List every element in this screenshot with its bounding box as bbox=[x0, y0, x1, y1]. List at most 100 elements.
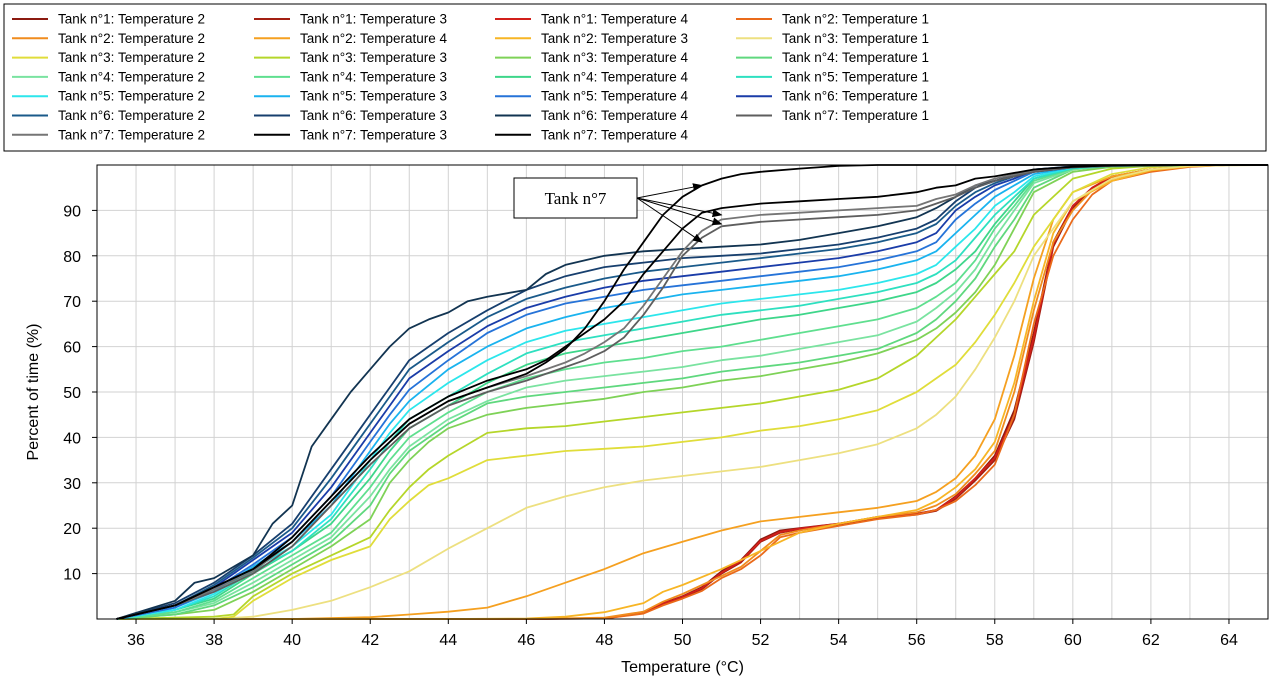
series-line-tank-n3-temperature-4 bbox=[116, 164, 1268, 620]
legend-label: Tank n°4: Temperature 2 bbox=[58, 69, 205, 84]
legend-item-tank-n4-temperature-2: Tank n°4: Temperature 2 bbox=[12, 69, 205, 84]
legend-label: Tank n°4: Temperature 4 bbox=[541, 69, 688, 84]
legend-label: Tank n°4: Temperature 1 bbox=[782, 50, 929, 65]
legend-label: Tank n°3: Temperature 3 bbox=[300, 50, 447, 65]
legend-label: Tank n°1: Temperature 4 bbox=[541, 12, 688, 27]
legend-item-tank-n7-temperature-1: Tank n°7: Temperature 1 bbox=[736, 108, 929, 123]
series-line-tank-n5-temperature-3 bbox=[116, 164, 1268, 620]
legend-label: Tank n°5: Temperature 4 bbox=[541, 89, 688, 104]
series-line-tank-n4-temperature-4 bbox=[116, 164, 1268, 620]
x-tick-label: 42 bbox=[361, 632, 379, 649]
x-tick-label: 64 bbox=[1220, 632, 1238, 649]
y-tick-label: 30 bbox=[63, 476, 81, 493]
x-tick-label: 46 bbox=[517, 632, 535, 649]
legend-item-tank-n1-temperature-3: Tank n°1: Temperature 3 bbox=[254, 12, 447, 27]
legend-item-tank-n6-temperature-4: Tank n°6: Temperature 4 bbox=[495, 108, 688, 123]
legend-label: Tank n°1: Temperature 2 bbox=[58, 12, 205, 27]
y-tick-label: 70 bbox=[63, 294, 81, 311]
legend-label: Tank n°7: Temperature 1 bbox=[782, 108, 929, 123]
legend: Tank n°1: Temperature 2 Tank n°1: Tempera… bbox=[3, 3, 1267, 152]
y-tick-label: 90 bbox=[63, 203, 81, 220]
x-tick-label: 54 bbox=[830, 632, 848, 649]
series-line-tank-n5-temperature-2 bbox=[116, 164, 1268, 620]
legend-label: Tank n°6: Temperature 3 bbox=[300, 108, 447, 123]
y-tick-label: 50 bbox=[63, 385, 81, 402]
legend-label: Tank n°2: Temperature 2 bbox=[58, 31, 205, 46]
legend-item-tank-n1-temperature-4: Tank n°1: Temperature 4 bbox=[495, 12, 688, 27]
legend-item-tank-n5-temperature-1: Tank n°5: Temperature 1 bbox=[736, 69, 929, 84]
legend-item-tank-n3-temperature-1: Tank n°3: Temperature 1 bbox=[736, 31, 929, 46]
y-tick-label: 20 bbox=[63, 521, 81, 538]
legend-item-tank-n4-temperature-3: Tank n°4: Temperature 3 bbox=[254, 69, 447, 84]
series-line-tank-n4-temperature-2 bbox=[116, 164, 1268, 620]
series-line-tank-n6-temperature-1 bbox=[116, 164, 1268, 620]
legend-label: Tank n°7: Temperature 3 bbox=[300, 127, 447, 142]
legend-item-tank-n3-temperature-2: Tank n°3: Temperature 2 bbox=[12, 50, 205, 65]
series-line-tank-n3-temperature-1 bbox=[116, 164, 1269, 620]
x-tick-label: 62 bbox=[1142, 632, 1160, 649]
x-tick-label: 38 bbox=[205, 632, 223, 649]
legend-item-tank-n2-temperature-3: Tank n°2: Temperature 3 bbox=[495, 31, 688, 46]
series-line-tank-n7-temperature-3 bbox=[116, 164, 1268, 620]
annotation-arrow bbox=[636, 197, 723, 226]
legend-item-tank-n4-temperature-4: Tank n°4: Temperature 4 bbox=[495, 69, 688, 84]
legend-item-tank-n4-temperature-1: Tank n°4: Temperature 1 bbox=[736, 50, 929, 65]
legend-item-tank-n6-temperature-1: Tank n°6: Temperature 1 bbox=[736, 89, 929, 104]
legend-label: Tank n°5: Temperature 1 bbox=[782, 69, 929, 84]
annotation-arrow bbox=[636, 197, 703, 243]
legend-item-tank-n7-temperature-3: Tank n°7: Temperature 3 bbox=[254, 127, 447, 142]
legend-label: Tank n°2: Temperature 3 bbox=[541, 31, 688, 46]
annotation-arrow bbox=[636, 197, 723, 218]
y-axis-label: Percent of time (%) bbox=[25, 324, 42, 461]
x-tick-label: 52 bbox=[752, 632, 770, 649]
x-tick-label: 48 bbox=[596, 632, 614, 649]
legend-item-tank-n2-temperature-4: Tank n°2: Temperature 4 bbox=[254, 31, 447, 46]
x-tick-label: 44 bbox=[439, 632, 457, 649]
x-tick-label: 36 bbox=[127, 632, 145, 649]
legend-item-tank-n6-temperature-3: Tank n°6: Temperature 3 bbox=[254, 108, 447, 123]
x-tick-label: 58 bbox=[986, 632, 1004, 649]
series-line-tank-n5-temperature-1 bbox=[116, 164, 1268, 620]
legend-label: Tank n°2: Temperature 1 bbox=[782, 12, 929, 27]
x-tick-label: 50 bbox=[674, 632, 692, 649]
series-line-tank-n4-temperature-1 bbox=[116, 164, 1268, 620]
legend-label: Tank n°7: Temperature 2 bbox=[58, 127, 205, 142]
y-tick-label: 40 bbox=[63, 430, 81, 447]
legend-label: Tank n°2: Temperature 4 bbox=[300, 31, 447, 46]
legend-label: Tank n°3: Temperature 1 bbox=[782, 31, 929, 46]
legend-label: Tank n°5: Temperature 2 bbox=[58, 89, 205, 104]
y-axis: 10 20 30 40 50 60 70 80 90 bbox=[63, 203, 97, 584]
legend-item-tank-n5-temperature-2: Tank n°5: Temperature 2 bbox=[12, 89, 205, 104]
legend-item-tank-n2-temperature-2: Tank n°2: Temperature 2 bbox=[12, 31, 205, 46]
legend-label: Tank n°7: Temperature 4 bbox=[541, 127, 688, 142]
annotation-arrow bbox=[636, 183, 703, 199]
y-tick-label: 10 bbox=[63, 567, 81, 584]
series-line-tank-n7-temperature-1 bbox=[116, 164, 1268, 620]
series-line-tank-n3-temperature-2 bbox=[116, 164, 1268, 620]
annotation-label: Tank n°7 bbox=[545, 189, 607, 208]
legend-label: Tank n°6: Temperature 1 bbox=[782, 89, 929, 104]
legend-item-tank-n7-temperature-4: Tank n°7: Temperature 4 bbox=[495, 127, 688, 142]
x-tick-label: 56 bbox=[908, 632, 926, 649]
legend-item-tank-n3-temperature-4: Tank n°3: Temperature 4 bbox=[495, 50, 688, 65]
x-axis: 36 38 40 42 44 46 48 50 52 54 56 58 60 62 64 bbox=[127, 619, 1238, 649]
legend-item-tank-n3-temperature-3: Tank n°3: Temperature 3 bbox=[254, 50, 447, 65]
legend-item-tank-n5-temperature-4: Tank n°5: Temperature 4 bbox=[495, 89, 688, 104]
legend-label: Tank n°4: Temperature 3 bbox=[300, 69, 447, 84]
x-tick-label: 60 bbox=[1064, 632, 1082, 649]
annotation: Tank n°7 bbox=[513, 177, 723, 243]
legend-label: Tank n°5: Temperature 3 bbox=[300, 89, 447, 104]
legend-label: Tank n°6: Temperature 4 bbox=[541, 108, 688, 123]
legend-frame bbox=[3, 3, 1267, 152]
y-tick-label: 60 bbox=[63, 340, 81, 357]
legend-item-tank-n2-temperature-1: Tank n°2: Temperature 1 bbox=[736, 12, 929, 27]
legend-item-tank-n6-temperature-2: Tank n°6: Temperature 2 bbox=[12, 108, 205, 123]
y-tick-label: 80 bbox=[63, 249, 81, 266]
legend-label: Tank n°1: Temperature 3 bbox=[300, 12, 447, 27]
series-line-tank-n3-temperature-3 bbox=[116, 164, 1268, 620]
legend-item-tank-n5-temperature-3: Tank n°5: Temperature 3 bbox=[254, 89, 447, 104]
annotation-box bbox=[513, 177, 638, 219]
legend-item-tank-n7-temperature-2: Tank n°7: Temperature 2 bbox=[12, 127, 205, 142]
legend-item-tank-n1-temperature-2: Tank n°1: Temperature 2 bbox=[12, 12, 205, 27]
